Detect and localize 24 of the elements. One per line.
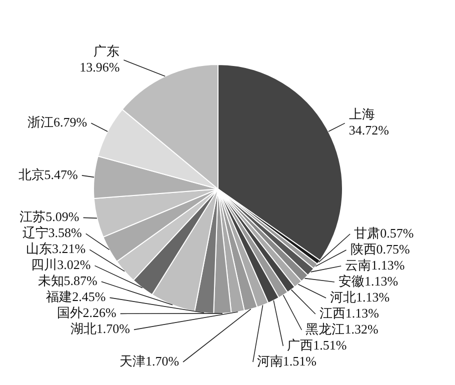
- slice-label: 陕西0.75%: [350, 241, 410, 256]
- slice-label: 北京5.47%: [18, 166, 78, 182]
- slice-label: 江西1.13%: [319, 305, 380, 320]
- data-label: 13.96%: [80, 59, 120, 74]
- slice-label: 江苏5.09%: [20, 209, 80, 224]
- slice-label: 国外2.26%: [56, 305, 117, 320]
- slice-label: 安徽1.13%: [338, 273, 398, 288]
- slice-label: 福建2.45%: [46, 289, 106, 304]
- slice-label: 辽宁3.58%: [22, 225, 82, 240]
- slice-label: 山东3.21%: [26, 241, 86, 256]
- slice-label: 甘肃0.57%: [354, 225, 414, 240]
- slice-label: 未知5.87%: [38, 273, 98, 288]
- slice-label: 河南1.51%: [256, 353, 317, 368]
- slice-label: 上海: [348, 106, 375, 122]
- slice-label: 河北1.13%: [330, 289, 390, 304]
- slice-label: 广西1.51%: [287, 337, 347, 352]
- slice-label: 广东: [94, 43, 120, 58]
- slice-label: 云南1.13%: [345, 257, 405, 272]
- slice-label: 天津1.70%: [119, 353, 180, 368]
- slice-label: 黑龙江1.32%: [306, 321, 378, 336]
- data-label: 34.72%: [348, 122, 390, 138]
- slice-label: 湖北1.70%: [70, 321, 130, 336]
- slice-label: 浙江6.79%: [28, 114, 88, 130]
- slice-label: 四川3.02%: [31, 257, 91, 272]
